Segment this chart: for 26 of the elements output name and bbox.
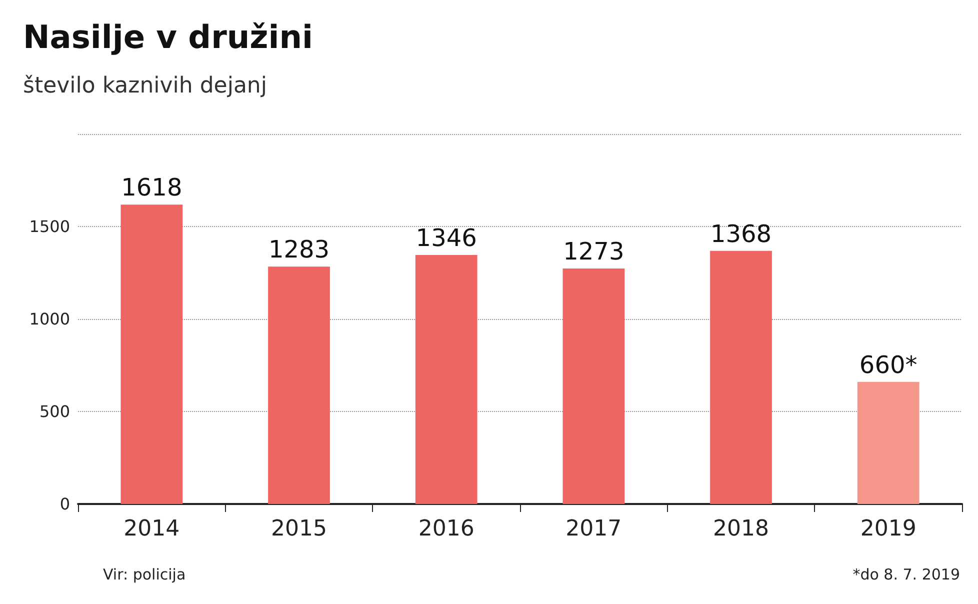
text: *do 8. 7. 2019: [852, 566, 960, 584]
y-tick-label: 0: [60, 494, 70, 514]
data-label: 1618: [121, 174, 182, 202]
y-tick-label: 1500: [29, 217, 70, 236]
x-tick-label: 2014: [124, 516, 180, 542]
x-tick-label: 2018: [713, 516, 769, 542]
data-label: 1283: [268, 236, 330, 264]
data-label: 1273: [563, 237, 624, 266]
text: Vir: policija: [103, 566, 186, 584]
bar: [562, 268, 625, 504]
x-tick-label: 2019: [860, 516, 916, 542]
bar: [120, 204, 183, 504]
x-tick-label: 2015: [271, 516, 327, 542]
x-tick-label: 2016: [418, 516, 474, 542]
bar: [857, 382, 920, 504]
x-tick-label: 2017: [566, 516, 622, 542]
data-label: 1346: [416, 224, 477, 252]
chart-title: Nasilje v družini: [23, 18, 313, 56]
data-label: 1368: [710, 220, 772, 248]
chart-subtitle: število kaznivih dejanj: [23, 74, 267, 98]
bar: [268, 266, 330, 504]
y-tick-label: 1000: [29, 310, 70, 328]
data-label: 660*: [859, 350, 918, 379]
bar: [710, 250, 772, 504]
y-tick-label: 500: [39, 402, 70, 421]
bar: [415, 254, 478, 504]
